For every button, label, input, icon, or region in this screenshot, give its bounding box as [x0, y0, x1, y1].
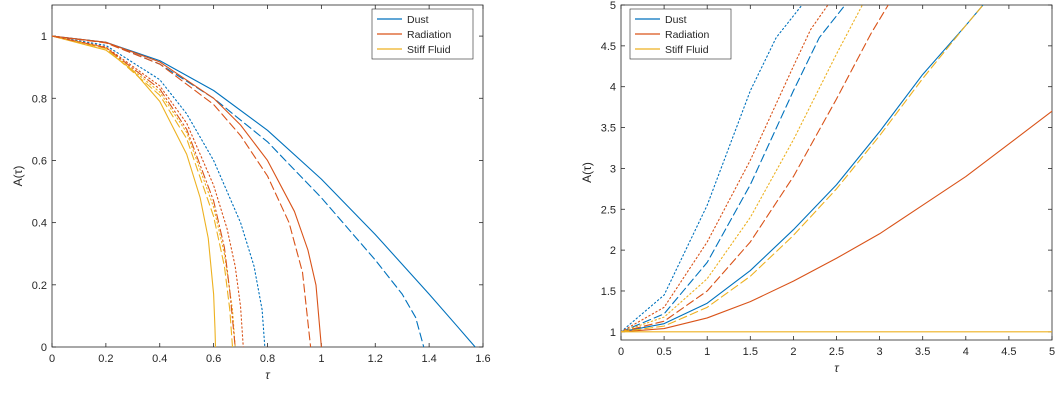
series-line-dotted-2 [52, 35, 266, 347]
series-line-dashed-4 [52, 35, 312, 347]
legend-label: Dust [665, 14, 687, 26]
legend-label: Dust [407, 14, 429, 26]
y-tick-label: 1.5 [601, 286, 616, 298]
x-tick-label: 0.2 [98, 353, 113, 365]
y-tick-label: 1 [41, 31, 47, 43]
x-tick-label: 1 [318, 353, 324, 365]
x-tick-label: 1.6 [475, 353, 490, 365]
series-line-solid-0 [621, 5, 984, 333]
x-tick-label: 3 [877, 346, 883, 358]
x-tick-label: 0.8 [260, 353, 275, 365]
x-tick-label: 0.4 [152, 353, 167, 365]
chart-left: 0 0.2 0.4 0.6 0.8 1 1.2 1.4 1.6 0 0.2 0.4 0.6 0.8 1 τ A(… [11, 4, 491, 382]
series-line-dashed-7 [52, 35, 234, 347]
y-tick-label: 2.5 [601, 204, 616, 216]
x-axis-label: τ [265, 368, 271, 382]
legend-label: Stiff Fluid [407, 44, 451, 56]
x-tick-label: 5 [1049, 346, 1055, 358]
series-line-dotted-5 [621, 5, 829, 333]
y-tick-label: 4.5 [601, 41, 616, 53]
y-tick-label: 2 [610, 245, 616, 257]
x-tick-label: 1 [704, 346, 710, 358]
series-line-dashed-4 [621, 5, 889, 333]
x-tick-label: 4.5 [1001, 346, 1016, 358]
legend: Dust Radiation Stiff Fluid [629, 8, 732, 60]
y-tick-label: 4 [610, 82, 616, 94]
series-line-dashed-1 [621, 5, 846, 333]
y-tick-label: 0.4 [32, 218, 47, 230]
x-tick-label: 0 [49, 353, 55, 365]
series-group [52, 35, 476, 347]
y-tick-label: 0 [41, 342, 47, 354]
series-line-dotted-8 [52, 35, 236, 347]
legend-label: Radiation [665, 29, 710, 41]
legend-label: Radiation [407, 29, 452, 41]
series-line-solid-0 [52, 35, 476, 347]
y-tick-label: 3 [610, 163, 616, 175]
y-tick-label: 3.5 [601, 123, 616, 135]
x-tick-label: 1.4 [421, 353, 436, 365]
x-tick-label: 4 [963, 346, 969, 358]
y-axis-label: A(τ) [11, 166, 25, 187]
series-line-dashdot-9 [52, 35, 236, 347]
legend-label: Stiff Fluid [665, 44, 709, 56]
series-line-dashed-7 [621, 5, 984, 333]
y-tick-label: 0.6 [32, 155, 47, 167]
legend: Dust Radiation Stiff Fluid [371, 8, 474, 60]
x-tick-label: 3.5 [915, 346, 930, 358]
series-line-dashed-1 [52, 35, 425, 347]
chart-right: 0 0.5 1 1.5 2 2.5 3 3.5 4 4.5 5 1 1.5 2 2.5 3 3.5 4 4.5 5 τ A… [580, 0, 1055, 375]
series-line-solid-3 [621, 110, 1052, 333]
y-tick-label: 0.8 [32, 93, 47, 105]
x-tick-label: 2 [790, 346, 796, 358]
x-tick-label: 1.2 [368, 353, 383, 365]
series-line-dotted-5 [52, 35, 244, 347]
y-tick-label: 0.2 [32, 280, 47, 292]
series-group [621, 5, 1052, 333]
series-line-dotted-2 [621, 5, 803, 333]
x-tick-label: 0 [618, 346, 624, 358]
x-tick-label: 2.5 [829, 346, 844, 358]
x-tick-label: 1.5 [743, 346, 758, 358]
x-tick-label: 0.5 [656, 346, 671, 358]
y-tick-label: 5 [610, 0, 616, 12]
x-axis-label: τ [834, 361, 840, 375]
series-line-dotted-8 [621, 5, 863, 333]
y-axis-label: A(τ) [580, 162, 594, 183]
plot-area [620, 4, 1053, 341]
series-line-solid-3 [52, 35, 322, 347]
x-tick-label: 0.6 [206, 353, 221, 365]
y-tick-label: 1 [610, 327, 616, 339]
